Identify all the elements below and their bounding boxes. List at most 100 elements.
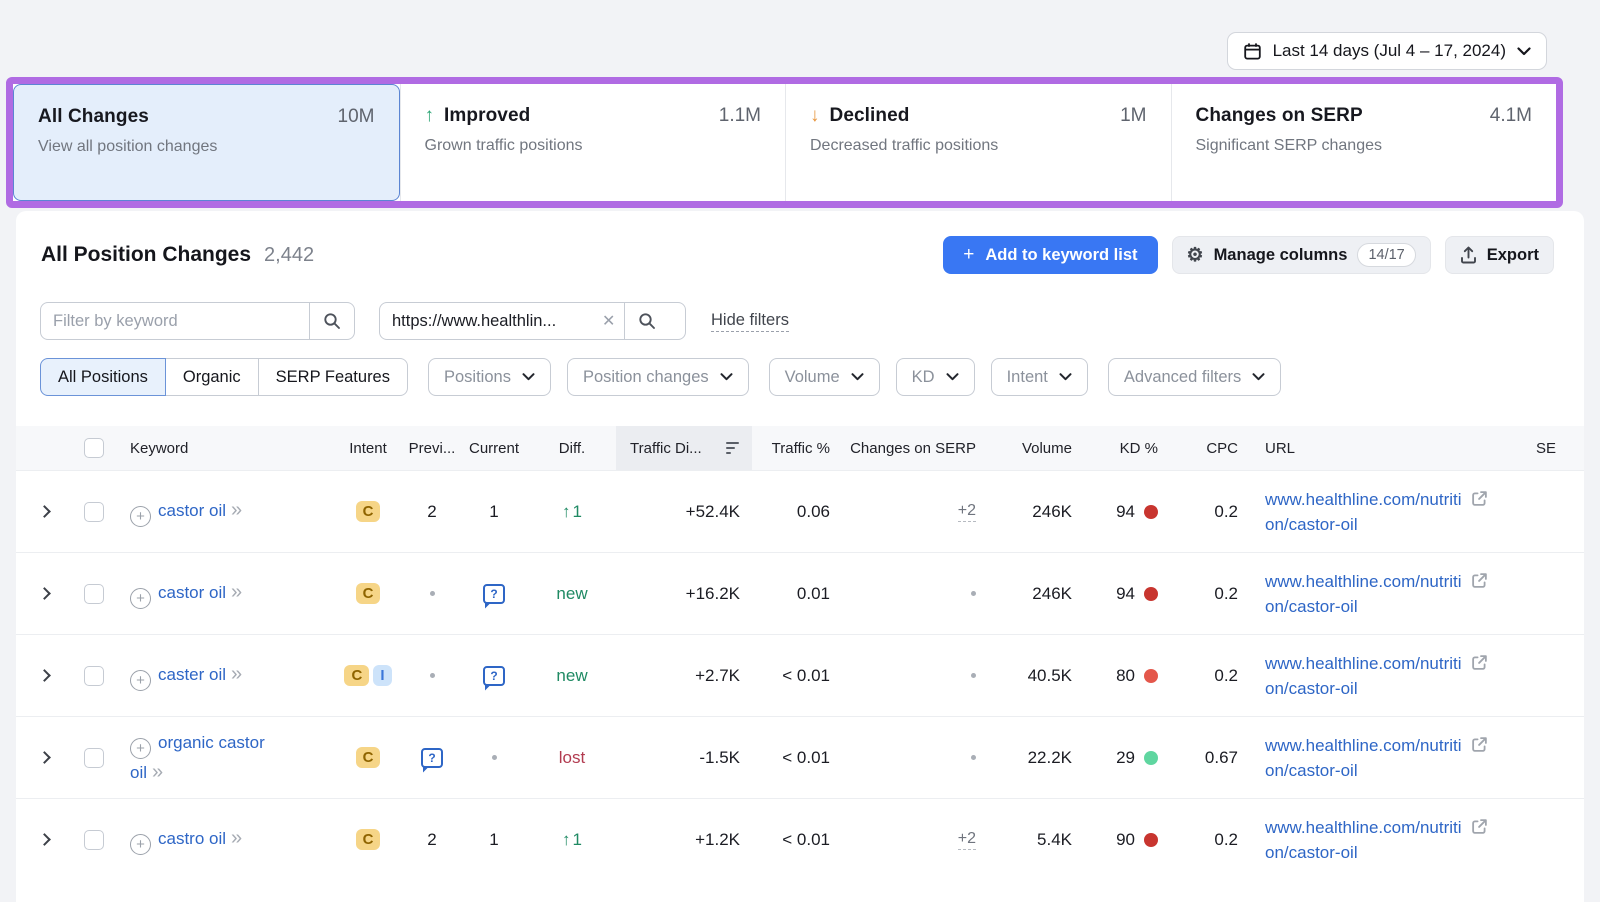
expand-row-chevron-icon[interactable] bbox=[37, 587, 51, 600]
traffic-diff-value: +1.2K bbox=[695, 829, 740, 849]
cpc-cell: 0.2 bbox=[1172, 666, 1250, 686]
row-checkbox[interactable] bbox=[84, 501, 104, 522]
url-cell: www.healthline.com/nutrition/castor-oil bbox=[1250, 651, 1522, 701]
segment-organic[interactable]: Organic bbox=[164, 358, 259, 396]
current-position-cell bbox=[460, 755, 528, 760]
expand-row-chevron-icon[interactable] bbox=[37, 505, 51, 518]
keyword-details-chevrons-icon[interactable]: » bbox=[231, 580, 243, 603]
summary-card-all-changes[interactable]: All Changes 10M View all position changes bbox=[13, 84, 400, 201]
url-cell: www.healthline.com/nutrition/castor-oil bbox=[1250, 733, 1522, 783]
serp-changes-cell bbox=[836, 673, 988, 678]
serp-changes-link[interactable]: +2 bbox=[957, 830, 976, 850]
intent-dropdown[interactable]: Intent bbox=[990, 358, 1088, 396]
header-url[interactable]: URL bbox=[1265, 439, 1296, 457]
serp-changes-link[interactable]: +2 bbox=[957, 502, 976, 522]
add-keyword-plus-icon[interactable]: + bbox=[130, 738, 151, 759]
keyword-wrap: + castor oil» bbox=[130, 579, 270, 609]
header-cpc[interactable]: CPC bbox=[1206, 439, 1238, 457]
intent-cell: C bbox=[332, 501, 404, 522]
external-link-icon[interactable] bbox=[1471, 490, 1488, 512]
url-link[interactable]: www.healthline.com/nutrition/castor-oil bbox=[1265, 571, 1462, 616]
kd-wrap: 80 bbox=[1116, 666, 1158, 686]
hide-filters-link[interactable]: Hide filters bbox=[711, 311, 789, 332]
export-button[interactable]: Export bbox=[1444, 236, 1554, 274]
volume-dropdown[interactable]: Volume bbox=[768, 358, 880, 396]
keyword-details-chevrons-icon[interactable]: » bbox=[231, 498, 243, 521]
add-keyword-plus-icon[interactable]: + bbox=[130, 505, 151, 527]
traffic-diff-cell: +52.4K bbox=[616, 502, 752, 522]
kd-dropdown[interactable]: KD bbox=[895, 358, 975, 396]
keyword-filter-input[interactable] bbox=[41, 303, 309, 339]
url-link[interactable]: www.healthline.com/nutrition/castor-oil bbox=[1265, 817, 1462, 862]
add-to-keyword-list-button[interactable]: + Add to keyword list bbox=[943, 236, 1158, 274]
summary-card-improved[interactable]: ↑ Improved 1.1M Grown traffic positions bbox=[399, 84, 785, 201]
chevron-down-icon bbox=[851, 373, 864, 381]
header-kd[interactable]: KD % bbox=[1119, 439, 1158, 457]
header-previous[interactable]: Previ... bbox=[408, 439, 456, 457]
row-checkbox[interactable] bbox=[84, 665, 104, 686]
keyword-link[interactable]: castor oil bbox=[158, 582, 227, 602]
segment-serp-features[interactable]: SERP Features bbox=[257, 358, 408, 396]
summary-card-subtitle: Decreased traffic positions bbox=[810, 137, 999, 154]
no-serp-changes-dot-icon bbox=[971, 673, 976, 678]
position-diff-new: new bbox=[556, 583, 588, 603]
keyword-link[interactable]: castor oil bbox=[158, 500, 227, 520]
expand-row-chevron-icon[interactable] bbox=[37, 669, 51, 682]
advanced-filters-dropdown[interactable]: Advanced filters bbox=[1107, 358, 1282, 396]
date-range-selector[interactable]: Last 14 days (Jul 4 – 17, 2024) bbox=[1226, 32, 1547, 70]
header-intent[interactable]: Intent bbox=[349, 439, 387, 457]
clear-url-filter-icon[interactable]: ✕ bbox=[602, 313, 616, 330]
external-link-icon[interactable] bbox=[1471, 736, 1488, 758]
summary-card-changes-on-serp[interactable]: Changes on SERP 4.1M Significant SERP chan… bbox=[1170, 84, 1556, 201]
url-link[interactable]: www.healthline.com/nutrition/castor-oil bbox=[1265, 489, 1462, 534]
header-current[interactable]: Current bbox=[468, 439, 520, 457]
summary-card-title: All Changes bbox=[38, 106, 149, 127]
url-filter-input[interactable] bbox=[380, 303, 602, 339]
summary-card-declined[interactable]: ↓ Declined 1M Decreased traffic positions bbox=[785, 84, 1171, 201]
header-keyword[interactable]: Keyword bbox=[130, 439, 189, 457]
header-changes-on-serp[interactable]: Changes on SERP bbox=[850, 439, 976, 457]
row-checkbox[interactable] bbox=[84, 747, 104, 768]
keyword-cell: + caster oil» bbox=[116, 661, 332, 691]
header-traffic-diff[interactable]: Traffic Di... bbox=[616, 426, 752, 470]
panel-header: All Position Changes 2,442 + Add to keyw… bbox=[16, 211, 1584, 274]
external-link-icon[interactable] bbox=[1471, 654, 1488, 676]
row-checkbox-cell bbox=[72, 665, 116, 686]
keyword-cell: + castor oil» bbox=[116, 497, 332, 527]
position-changes-dropdown[interactable]: Position changes bbox=[566, 358, 749, 396]
keyword-search-button[interactable] bbox=[309, 303, 354, 339]
header-volume[interactable]: Volume bbox=[1021, 439, 1072, 457]
row-checkbox[interactable] bbox=[84, 829, 104, 850]
row-expand-cell bbox=[16, 751, 72, 764]
keyword-link[interactable]: caster oil bbox=[158, 664, 227, 684]
select-all-checkbox[interactable] bbox=[84, 438, 104, 458]
segment-all-positions[interactable]: All Positions bbox=[40, 358, 166, 396]
keyword-link[interactable]: organic castor oil bbox=[130, 733, 265, 782]
keyword-details-chevrons-icon[interactable]: » bbox=[231, 662, 243, 685]
position-diff-new: new bbox=[556, 665, 588, 685]
keyword-details-chevrons-icon[interactable]: » bbox=[231, 826, 243, 849]
kd-value: 94 bbox=[1116, 583, 1135, 603]
url-wrap: www.healthline.com/nutrition/castor-oil bbox=[1265, 569, 1488, 619]
expand-row-chevron-icon[interactable] bbox=[37, 751, 51, 764]
row-checkbox[interactable] bbox=[84, 583, 104, 604]
keyword-details-chevrons-icon[interactable]: » bbox=[152, 761, 164, 783]
expand-row-chevron-icon[interactable] bbox=[37, 833, 51, 846]
add-keyword-plus-icon[interactable]: + bbox=[130, 833, 151, 855]
header-traffic-pct[interactable]: Traffic % bbox=[771, 439, 830, 457]
url-link[interactable]: www.healthline.com/nutrition/castor-oil bbox=[1265, 653, 1462, 698]
add-keyword-plus-icon[interactable]: + bbox=[130, 669, 151, 691]
add-keyword-plus-icon[interactable]: + bbox=[130, 587, 151, 609]
manage-columns-button[interactable]: ⚙ Manage columns 14/17 bbox=[1171, 236, 1431, 274]
kd-wrap: 29 bbox=[1116, 748, 1158, 768]
header-traffic-diff-label: Traffic Di... bbox=[630, 439, 702, 457]
header-serp-truncated[interactable]: SE bbox=[1536, 439, 1557, 457]
header-diff[interactable]: Diff. bbox=[558, 439, 586, 457]
external-link-icon[interactable] bbox=[1471, 572, 1488, 594]
external-link-icon[interactable] bbox=[1471, 818, 1488, 840]
keyword-link[interactable]: castro oil bbox=[158, 828, 227, 848]
url-link[interactable]: www.healthline.com/nutrition/castor-oil bbox=[1265, 735, 1462, 780]
url-search-button[interactable] bbox=[624, 303, 669, 339]
previous-position-cell bbox=[404, 673, 460, 678]
positions-dropdown[interactable]: Positions bbox=[428, 358, 551, 396]
